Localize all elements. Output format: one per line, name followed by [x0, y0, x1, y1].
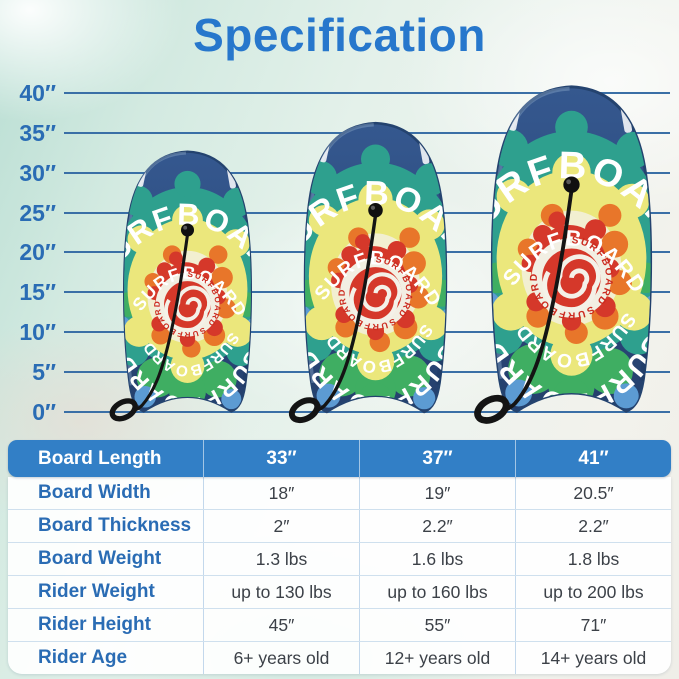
cell-value: up to 160 lbs [359, 576, 515, 608]
cell-value: 45″ [203, 609, 359, 641]
cell-value: 2″ [203, 510, 359, 542]
header-label: Board Length [38, 447, 162, 469]
row-label: Rider Weight [38, 581, 155, 602]
row-label: Board Thickness [38, 515, 192, 536]
header-value: 41″ [515, 440, 671, 477]
cell-value: 1.3 lbs [203, 543, 359, 575]
cell-value: 14+ years old [515, 642, 671, 674]
ruler-label-20: 20″ [19, 239, 56, 265]
row-label: Board Width [38, 482, 151, 503]
cell-value: 2.2″ [515, 510, 671, 542]
ruler-label-40: 40″ [19, 80, 56, 106]
ruler-label-0: 0″ [32, 399, 56, 425]
bodyboard-33-inch [83, 152, 298, 423]
ruler-label-10: 10″ [19, 319, 56, 345]
table-header-row: Board Length 33″ 37″ 41″ [8, 440, 671, 477]
bodyboard-41-inch [442, 87, 679, 425]
page-title: Specification [193, 9, 486, 61]
header-value: 33″ [203, 440, 359, 477]
cell-value: 2.2″ [359, 510, 515, 542]
ruler-line [64, 92, 670, 94]
table-row-board-weight: Board Weight 1.3 lbs 1.6 lbs 1.8 lbs [8, 542, 671, 575]
table-row-rider-height: Rider Height 45″ 55″ 71″ [8, 608, 671, 641]
cell-value: up to 200 lbs [515, 576, 671, 608]
table-body: Board Width 18″ 19″ 20.5″ Board Thicknes… [8, 477, 671, 674]
bodyboard-37-inch [260, 123, 497, 424]
table-row-board-width: Board Width 18″ 19″ 20.5″ [8, 477, 671, 509]
cell-value: 20.5″ [515, 477, 671, 509]
table-row-board-thickness: Board Thickness 2″ 2.2″ 2.2″ [8, 509, 671, 542]
ruler-label-15: 15″ [19, 279, 56, 305]
ruler-label-30: 30″ [19, 160, 56, 186]
cell-value: 1.6 lbs [359, 543, 515, 575]
cell-value: 12+ years old [359, 642, 515, 674]
ruler-label-35: 35″ [19, 120, 56, 146]
row-label: Rider Height [38, 614, 151, 635]
row-label: Board Weight [38, 548, 162, 569]
ruler-label-5: 5″ [32, 359, 56, 385]
cell-value: 6+ years old [203, 642, 359, 674]
cell-value: 18″ [203, 477, 359, 509]
spec-table: Board Length 33″ 37″ 41″ Board Width 18″… [8, 440, 671, 674]
ruler-line [64, 411, 670, 413]
cell-value: 1.8 lbs [515, 543, 671, 575]
ruler-label-25: 25″ [19, 200, 56, 226]
table-row-rider-age: Rider Age 6+ years old 12+ years old 14+… [8, 641, 671, 674]
cell-value: 71″ [515, 609, 671, 641]
header-value: 37″ [359, 440, 515, 477]
cell-value: up to 130 lbs [203, 576, 359, 608]
table-row-rider-weight: Rider Weight up to 130 lbs up to 160 lbs… [8, 575, 671, 608]
cell-value: 19″ [359, 477, 515, 509]
row-label: Rider Age [38, 647, 128, 668]
cell-value: 55″ [359, 609, 515, 641]
